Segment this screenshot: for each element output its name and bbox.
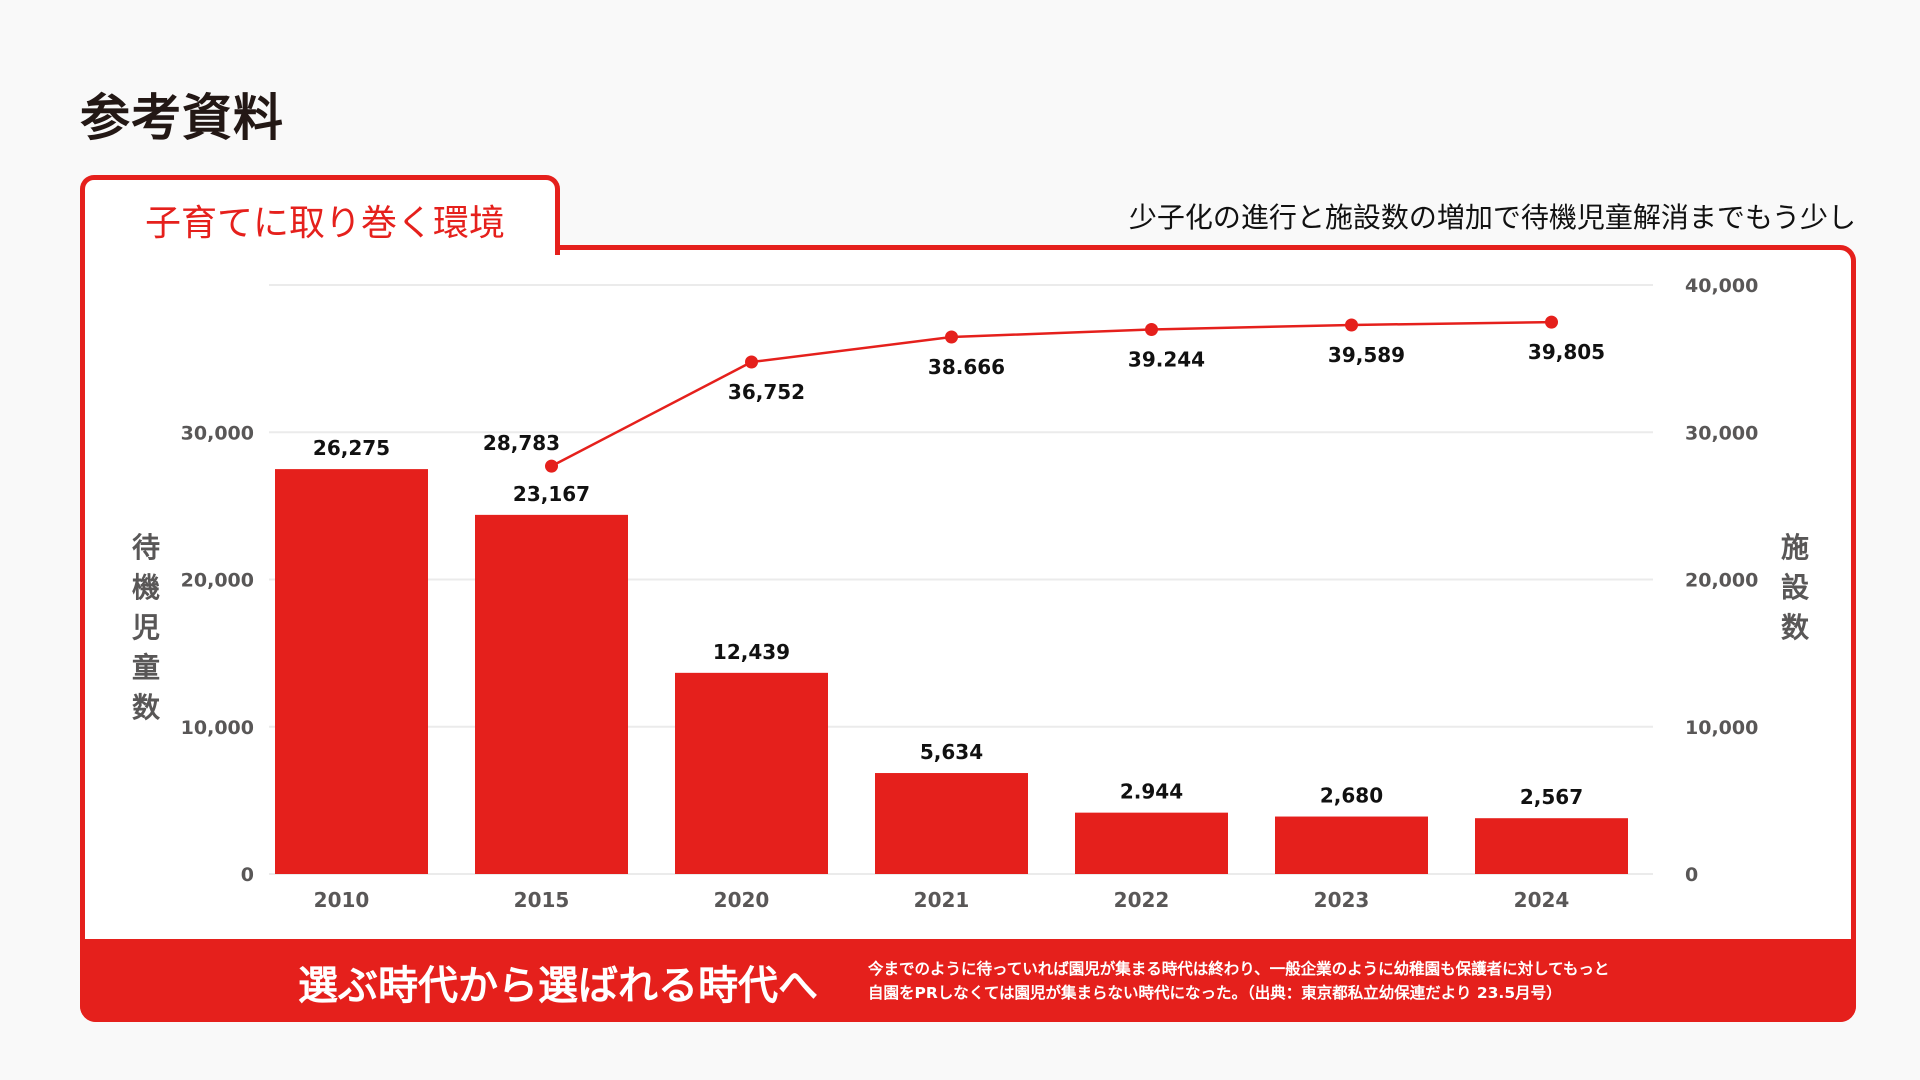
axis-title-char: 童	[131, 651, 160, 684]
line-data-label: 39,589	[1328, 343, 1405, 367]
left-axis-tick-label: 30,000	[181, 422, 254, 444]
bar-2024	[1475, 818, 1628, 874]
axis-title-char: 待	[131, 531, 160, 564]
x-axis-tick-label: 2020	[714, 888, 770, 912]
right-axis-title: 施設数	[1778, 528, 1812, 648]
right-axis-tick-label: 10,000	[1685, 717, 1758, 739]
bar-2021	[875, 773, 1028, 874]
line-point-2020	[745, 355, 758, 369]
axis-title-char: 機	[131, 571, 160, 604]
axis-title-char: 児	[131, 611, 160, 644]
bar-data-label: 12,439	[713, 640, 790, 664]
bar-data-label: 26,275	[313, 436, 390, 460]
x-axis-tick-label: 2010	[314, 888, 370, 912]
footer-note-line-1: 今までのように待っていれば園児が集まる時代は終わり、一般企業のように幼稚園も保護…	[868, 960, 1610, 978]
right-axis-tick-label: 40,000	[1685, 275, 1758, 297]
bar-data-label: 2,680	[1320, 784, 1383, 808]
line-point-2024	[1545, 315, 1558, 329]
right-axis-tick-label: 30,000	[1685, 422, 1758, 444]
right-axis-tick-label: 0	[1685, 864, 1698, 886]
section-tab-label: 子育てに取り巻く環境	[145, 203, 506, 244]
facility-count-line	[550, 320, 1552, 468]
bar-2010	[275, 469, 428, 874]
x-axis-tick-label: 2021	[914, 888, 970, 912]
axis-title-char: 数	[131, 691, 160, 724]
x-axis-tick-label: 2023	[1314, 888, 1370, 912]
left-axis-tick-label: 20,000	[181, 570, 254, 592]
axis-title-char: 設	[1780, 571, 1809, 604]
footer-banner: 選ぶ時代から選ばれる時代へ 今までのように待っていれば園児が集まる時代は終わり、…	[80, 939, 1856, 1022]
footer-note: 今までのように待っていれば園児が集まる時代は終わり、一般企業のように幼稚園も保護…	[868, 957, 1609, 1005]
bar-data-label: 5,634	[920, 740, 983, 764]
bar-data-label: 2,567	[1520, 785, 1583, 809]
bar-data-label: 23,167	[513, 482, 590, 506]
line-data-label: 36,752	[728, 380, 805, 404]
line-point-2021	[945, 330, 958, 344]
axis-title-char: 数	[1780, 611, 1809, 644]
line-point-2015	[545, 459, 558, 473]
line-data-label: 38.666	[928, 355, 1005, 379]
x-axis-tick-label: 2022	[1114, 888, 1170, 912]
page-title: 参考資料	[80, 89, 284, 147]
bar-data-label: 2.944	[1120, 780, 1183, 804]
line-data-label: 28,783	[483, 431, 560, 455]
left-axis-title: 待機児童数	[129, 528, 163, 728]
line-data-label: 39,805	[1528, 340, 1605, 364]
left-axis-tick-label: 0	[241, 864, 254, 886]
right-axis-tick-label: 20,000	[1685, 570, 1758, 592]
axis-title-char: 施	[1780, 531, 1809, 564]
bar-2015	[475, 514, 628, 874]
bar-2020	[675, 672, 828, 874]
line-point-2022	[1145, 322, 1158, 336]
footer-headline: 選ぶ時代から選ばれる時代へ	[298, 963, 818, 1009]
line-data-label: 39.244	[1128, 347, 1205, 371]
bar-2023	[1275, 816, 1428, 874]
left-axis-tick-label: 10,000	[181, 717, 254, 739]
x-axis-tick-label: 2024	[1514, 888, 1570, 912]
chart-subtitle: 少子化の進行と施設数の増加で待機児童解消までもう少し	[1128, 201, 1856, 234]
bar-2022	[1075, 812, 1228, 874]
footer-note-line-2: 自園をPRしなくては園児が集まらない時代になった。（出典：東京都私立幼保連だより…	[868, 984, 1562, 1002]
x-axis-tick-label: 2015	[514, 888, 570, 912]
line-point-2023	[1345, 318, 1358, 332]
tab-joint	[85, 240, 555, 252]
